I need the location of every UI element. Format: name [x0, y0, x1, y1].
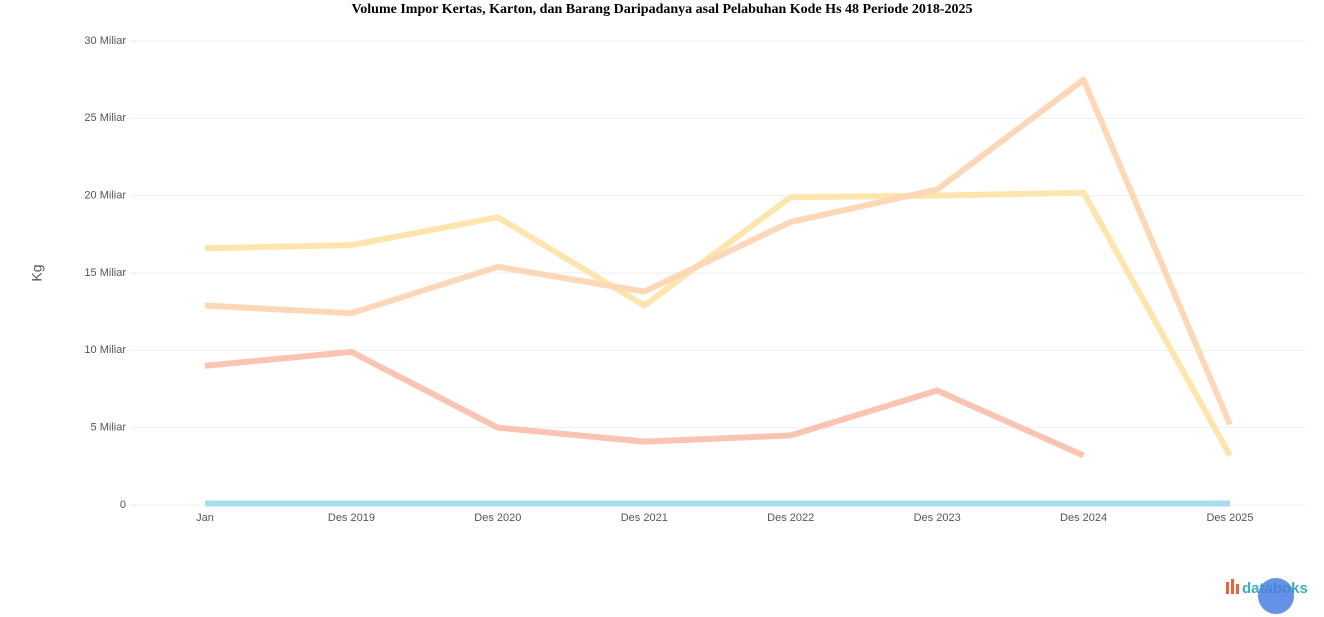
y-tick-label: 5 Miliar	[91, 422, 127, 434]
y-tick-label: 25 Miliar	[84, 112, 126, 124]
y-tick-label: 10 Miliar	[84, 344, 126, 356]
x-tick-label: Des 2020	[474, 512, 521, 524]
floating-button[interactable]	[1258, 578, 1294, 614]
x-tick-label: Jan	[196, 512, 214, 524]
x-tick-label: Des 2024	[1060, 512, 1107, 524]
brand-icon	[1231, 579, 1234, 594]
x-tick-label: Des 2019	[328, 512, 375, 524]
chart-title: Volume Impor Kertas, Karton, dan Barang …	[351, 2, 972, 17]
y-tick-label: 30 Miliar	[84, 35, 126, 47]
brand-icon	[1226, 582, 1229, 594]
x-tick-label: Des 2025	[1206, 512, 1253, 524]
y-tick-label: 0	[120, 499, 126, 511]
series-line	[204, 76, 1233, 426]
y-axis-label: Kg	[29, 264, 45, 281]
brand: databoks	[1226, 578, 1308, 614]
brand-icon	[1236, 584, 1239, 594]
series-line	[204, 189, 1233, 457]
x-tick-label: Des 2022	[767, 512, 814, 524]
x-tick-label: Des 2023	[914, 512, 961, 524]
x-tick-label: Des 2021	[621, 512, 668, 524]
series-line	[204, 348, 1085, 459]
y-tick-label: 20 Miliar	[84, 190, 126, 202]
y-tick-label: 15 Miliar	[84, 267, 126, 279]
